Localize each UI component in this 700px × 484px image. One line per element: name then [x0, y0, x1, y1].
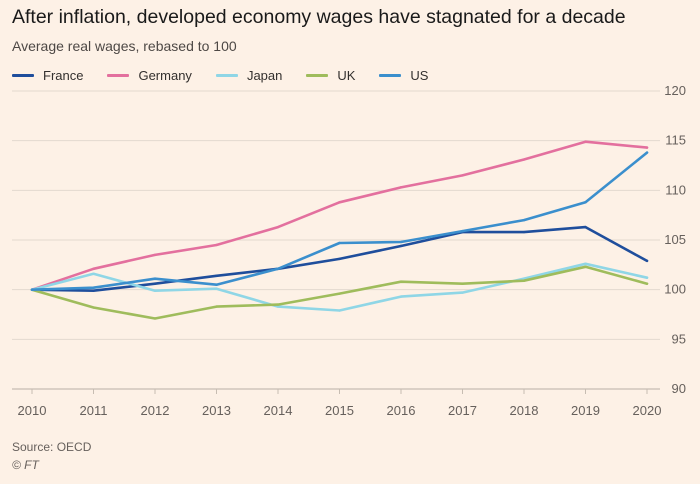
data-point-france: [153, 282, 157, 285]
data-point-uk: [215, 305, 218, 308]
legend-swatch: [306, 74, 329, 77]
data-point-germany: [276, 225, 280, 229]
legend-swatch: [379, 74, 402, 77]
data-point-japan: [399, 295, 403, 298]
chart-legend: France Germany Japan UK US: [12, 68, 452, 83]
data-point-germany: [153, 253, 157, 257]
data-point-germany: [215, 243, 218, 247]
x-tick-label: 2015: [325, 403, 354, 418]
data-point-japan: [276, 305, 280, 308]
y-tick-label: 115: [665, 133, 686, 148]
data-point-uk: [399, 280, 403, 283]
legend-swatch: [107, 74, 130, 77]
data-point-france: [645, 259, 649, 263]
data-point-france: [522, 230, 526, 234]
legend-label: Germany: [138, 68, 192, 83]
data-point-japan: [92, 272, 95, 275]
legend-label: France: [43, 68, 84, 83]
data-point-france: [215, 274, 218, 277]
legend-item-germany: Germany: [107, 68, 192, 83]
data-point-us: [645, 151, 649, 154]
y-tick-label: 100: [664, 282, 686, 297]
x-tick-label: 2017: [448, 403, 477, 418]
x-tick-label: 2019: [571, 403, 600, 418]
data-point-germany: [92, 267, 95, 271]
data-point-germany: [584, 140, 587, 143]
data-point-uk: [461, 282, 464, 285]
data-point-uk: [92, 306, 95, 309]
data-point-japan: [584, 262, 587, 266]
legend-swatch: [12, 74, 34, 77]
data-point-france: [92, 289, 95, 292]
data-point-us: [399, 240, 403, 244]
legend-item-france: France: [12, 68, 83, 83]
data-point-uk: [584, 265, 587, 269]
chart-title: After inflation, developed economy wages…: [12, 6, 626, 28]
legend-swatch: [215, 74, 238, 77]
data-point-germany: [522, 158, 526, 161]
data-point-uk: [522, 279, 526, 282]
data-point-germany: [461, 174, 464, 177]
data-point-us: [30, 288, 34, 291]
y-tick-label: 90: [672, 381, 686, 396]
data-point-japan: [215, 287, 218, 290]
data-point-uk: [276, 303, 280, 306]
x-tick-label: 2016: [387, 403, 416, 418]
data-point-uk: [338, 292, 341, 295]
data-point-us: [522, 218, 526, 222]
y-tick-label: 105: [664, 232, 686, 247]
data-point-uk: [153, 317, 157, 320]
source-note: Source: OECD: [12, 440, 92, 454]
legend-item-us: US: [379, 68, 428, 83]
ft-credit: © FT: [12, 458, 39, 472]
x-tick-label: 2012: [141, 403, 170, 418]
x-tick-label: 2018: [510, 403, 539, 418]
data-point-germany: [645, 146, 649, 149]
data-point-us: [461, 229, 464, 233]
x-tick-label: 2011: [80, 403, 108, 418]
data-point-us: [338, 241, 341, 245]
data-point-us: [153, 277, 157, 280]
legend-label: Japan: [246, 68, 283, 83]
series-line-us: [30, 151, 649, 292]
legend-label: US: [410, 68, 429, 83]
data-point-us: [92, 286, 95, 289]
x-tick-label: 2013: [202, 403, 231, 418]
chart-subtitle: Average real wages, rebased to 100: [12, 38, 237, 54]
x-tick-label: 2014: [264, 403, 293, 418]
x-tick-label: 2020: [633, 403, 662, 418]
legend-item-uk: UK: [306, 68, 355, 83]
data-point-japan: [461, 291, 464, 294]
data-point-us: [215, 283, 218, 286]
data-point-germany: [399, 186, 403, 189]
data-point-france: [399, 244, 403, 248]
series-line-germany: [30, 140, 649, 292]
data-point-japan: [645, 276, 649, 279]
legend-label: UK: [337, 68, 356, 83]
y-tick-label: 95: [672, 331, 686, 346]
data-point-us: [276, 267, 280, 271]
x-tick-label: 2010: [18, 403, 47, 418]
data-point-france: [584, 225, 587, 229]
y-tick-label: 120: [664, 83, 686, 98]
data-point-us: [584, 201, 587, 204]
data-point-japan: [338, 309, 341, 312]
data-point-france: [338, 257, 341, 261]
y-tick-label: 110: [665, 182, 686, 197]
data-point-germany: [338, 201, 341, 204]
data-point-japan: [153, 289, 157, 292]
data-point-uk: [645, 282, 649, 285]
legend-item-japan: Japan: [215, 68, 283, 83]
